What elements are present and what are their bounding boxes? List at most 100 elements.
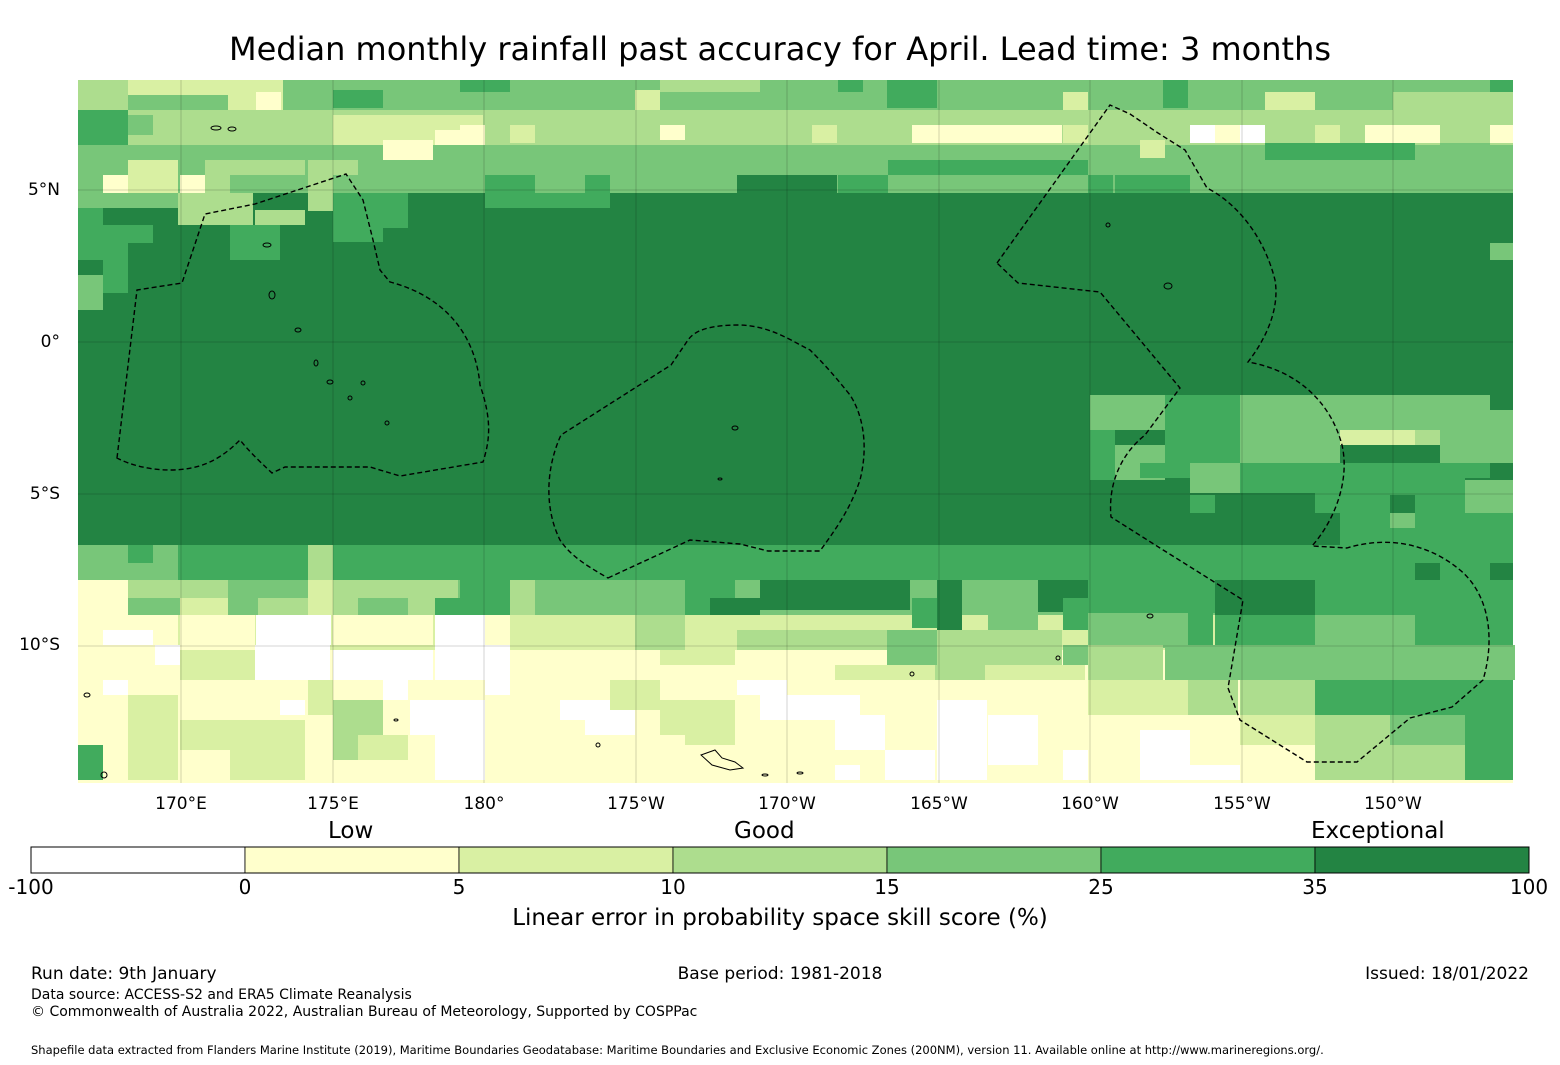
skill-cell	[1390, 745, 1440, 780]
skill-cell	[255, 210, 305, 225]
skill-cell	[1390, 513, 1415, 528]
skill-cell	[1063, 598, 1088, 630]
skill-cell	[180, 175, 205, 193]
skill-cell	[1140, 140, 1165, 158]
skill-cell	[180, 650, 255, 680]
skill-cell	[785, 110, 810, 125]
skill-cell	[1315, 545, 1415, 580]
skill-cell	[333, 175, 408, 193]
skill-cell	[760, 580, 910, 610]
skill-cell	[180, 615, 255, 650]
skill-cell	[410, 700, 485, 735]
skill-cell	[1215, 580, 1315, 615]
skill-cell	[78, 110, 128, 145]
eez-boundary	[548, 324, 865, 579]
skill-cell	[1188, 680, 1238, 715]
skill-cell	[383, 680, 408, 700]
skill-cell	[1415, 615, 1513, 645]
island	[909, 671, 915, 677]
skill-cell	[1188, 598, 1213, 648]
skill-cell	[1163, 80, 1188, 108]
colorbar-title: Linear error in probability space skill …	[512, 905, 1048, 931]
lat-label-5n: 5°N	[27, 180, 60, 200]
island	[595, 742, 601, 748]
skill-cell	[485, 615, 510, 645]
eez-boundaries	[116, 104, 1490, 763]
skill-cell	[408, 563, 458, 580]
skill-cell	[460, 125, 485, 143]
colorbar-tick: 100	[1509, 875, 1549, 899]
skill-cell	[256, 615, 331, 645]
skill-cell	[710, 598, 760, 615]
skill-cell	[1088, 175, 1113, 193]
island	[360, 380, 366, 386]
skill-cell	[1490, 80, 1513, 92]
skill-cell	[256, 92, 281, 110]
skill-cell	[1490, 125, 1513, 143]
skill-cell	[128, 695, 178, 780]
skill-cell	[985, 665, 1085, 680]
skill-cell	[635, 615, 685, 650]
skill-cell	[1390, 680, 1513, 715]
island	[761, 773, 769, 777]
skill-cell	[585, 175, 610, 193]
skill-cell	[660, 80, 760, 92]
skill-cell	[78, 260, 103, 275]
eez-boundary	[996, 104, 1490, 763]
skill-cell	[1140, 730, 1190, 780]
skill-cell	[887, 80, 937, 108]
skill-cell	[485, 700, 560, 735]
skill-cell	[1240, 715, 1315, 745]
skill-patches	[78, 80, 1515, 780]
skill-cell	[1190, 125, 1215, 143]
island	[268, 290, 276, 300]
skill-cell	[410, 680, 485, 700]
skill-cell	[178, 545, 308, 580]
category-good: Good	[734, 818, 795, 844]
skill-cell	[333, 210, 383, 242]
skill-cell	[308, 193, 333, 211]
skill-cell	[333, 615, 433, 645]
skill-cell	[1465, 480, 1513, 513]
skill-cell	[230, 730, 305, 780]
skill-cell	[510, 615, 635, 650]
skill-cell	[1315, 680, 1390, 715]
lon-label-170e: 170°E	[155, 794, 207, 814]
category-low: Low	[328, 818, 374, 844]
skill-cell	[333, 90, 383, 108]
skill-cell	[535, 160, 585, 193]
island	[262, 242, 272, 248]
skill-cell	[835, 665, 935, 680]
skill-cell	[660, 125, 685, 140]
skill-cell	[103, 680, 128, 695]
skill-cell	[78, 80, 128, 110]
skill-cell	[180, 598, 230, 615]
skill-cell	[1090, 395, 1165, 430]
skill-cell	[1240, 430, 1340, 465]
skill-cell	[255, 645, 330, 680]
colorbar-tick: 5	[452, 875, 466, 899]
skill-cell	[358, 598, 408, 615]
skill-cell	[835, 765, 860, 780]
colorbar-tick: -100	[8, 875, 54, 899]
skill-cell	[635, 90, 660, 110]
skill-cell	[78, 208, 103, 243]
skill-cell	[585, 110, 635, 145]
skill-cell	[103, 225, 153, 243]
colorbar-segment	[1314, 846, 1530, 874]
eez-boundary	[116, 173, 490, 477]
skill-cell	[1240, 463, 1315, 493]
skill-cell	[1465, 545, 1513, 563]
data-source: Data source: ACCESS-S2 and ERA5 Climate …	[31, 987, 412, 1003]
skill-cell	[1315, 615, 1415, 645]
island	[731, 425, 739, 431]
skill-cell	[1265, 143, 1415, 160]
skill-cell	[510, 580, 535, 615]
skill-cell	[812, 125, 837, 143]
skill-cell	[737, 175, 837, 193]
skill-cell	[1088, 613, 1188, 648]
colorbar-tick: 35	[1302, 875, 1328, 899]
lon-label-160w: 160°W	[1061, 794, 1119, 814]
skill-cell	[103, 630, 153, 645]
skill-cell	[610, 595, 685, 615]
